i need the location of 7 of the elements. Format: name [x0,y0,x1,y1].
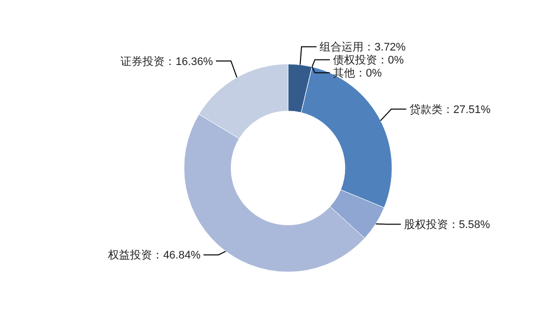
legend-label: 其他：0% [332,66,382,80]
slice-label: 证券投资：16.36% [120,54,214,68]
slice-label: 组合运用：3.72% [320,40,406,54]
slice-label: 权益投资：46.84% [107,250,201,262]
slice-label: 股权投资：5.58% [404,219,490,232]
slice-label: 贷款类：27.51% [409,103,491,116]
legend-label: 债权投资：0% [332,54,404,67]
